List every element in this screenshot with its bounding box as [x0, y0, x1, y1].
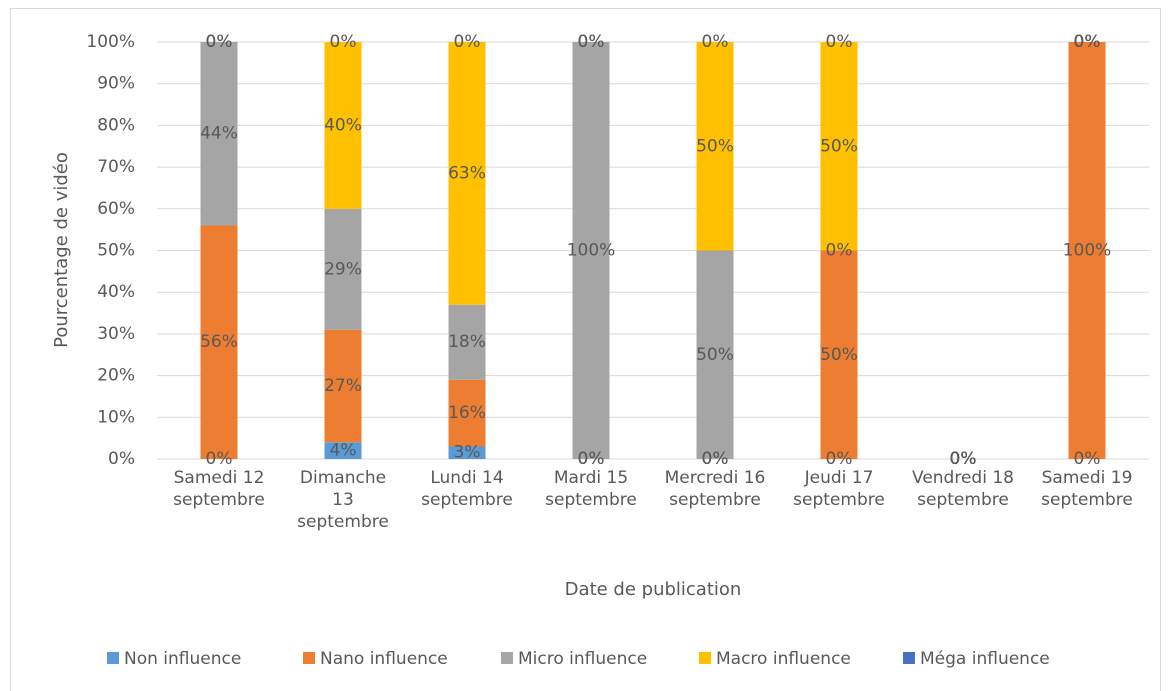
legend-swatch [107, 652, 119, 664]
data-label: 0% [1074, 32, 1101, 52]
data-label: 0% [578, 32, 605, 52]
data-label: 0% [826, 32, 853, 52]
data-label: 50% [696, 345, 734, 365]
bar-segment [324, 442, 362, 459]
data-label: 0% [1074, 32, 1101, 52]
data-label: 50% [820, 345, 858, 365]
x-tick-label: Jeudi 17 septembre [793, 468, 885, 510]
data-label: 100% [567, 241, 616, 261]
bar-segment [820, 250, 858, 459]
legend-label: Micro influence [518, 649, 647, 669]
bar-segment [820, 42, 858, 251]
data-label: 0% [826, 241, 853, 261]
x-tick-label: Mardi 15 septembre [545, 468, 637, 510]
x-tick-label: Vendredi 18 septembre [912, 468, 1014, 510]
data-label: 0% [454, 32, 481, 52]
data-label: 0% [950, 449, 977, 469]
data-label: 56% [200, 332, 238, 352]
data-label: 100% [1063, 241, 1112, 261]
bar-segment [448, 446, 486, 459]
legend-label: Nano influence [320, 649, 448, 669]
data-label: 0% [578, 449, 605, 469]
y-tick-label: 10% [97, 407, 135, 427]
data-label: 0% [1074, 32, 1101, 52]
data-label: 40% [324, 115, 362, 135]
data-label: 50% [696, 136, 734, 156]
y-tick-label: 30% [97, 324, 135, 344]
bar-segment [448, 304, 486, 380]
data-label: 27% [324, 376, 362, 396]
legend-label: Méga influence [920, 649, 1050, 669]
y-tick-label: 0% [108, 449, 135, 469]
x-axis-title: Date de publication [565, 579, 742, 600]
data-label: 0% [330, 32, 357, 52]
bar-segment [200, 225, 238, 459]
data-label: 0% [578, 32, 605, 52]
bar-segment [696, 42, 734, 251]
legend-swatch [303, 652, 315, 664]
data-label: 0% [950, 449, 977, 469]
data-label: 0% [702, 449, 729, 469]
y-tick-label: 50% [97, 241, 135, 261]
data-label: 3% [454, 443, 481, 463]
data-label: 29% [324, 259, 362, 279]
y-axis-title: Pourcentage de vidéo [51, 152, 72, 348]
x-tick-label: Lundi 14 septembre [421, 468, 513, 510]
data-label: 0% [702, 449, 729, 469]
bar-segment [324, 329, 362, 443]
bar-segment [324, 42, 362, 209]
data-label: 0% [826, 449, 853, 469]
y-tick-label: 40% [97, 282, 135, 302]
data-label: 44% [200, 124, 238, 144]
data-label: 0% [950, 449, 977, 469]
data-label: 18% [448, 332, 486, 352]
data-label: 0% [206, 32, 233, 52]
bar-segment [200, 42, 238, 226]
y-tick-label: 80% [97, 115, 135, 135]
data-label: 0% [950, 449, 977, 469]
y-tick-label: 70% [97, 157, 135, 177]
legend-swatch [699, 652, 711, 664]
bar-segment [572, 42, 610, 459]
x-tick-label: Mercredi 16 septembre [664, 468, 766, 510]
data-label: 0% [206, 32, 233, 52]
y-tick-label: 20% [97, 366, 135, 386]
bar-segment [696, 250, 734, 459]
legend-swatch [501, 652, 513, 664]
bar-segment [1068, 42, 1106, 459]
data-label: 50% [820, 136, 858, 156]
data-label: 63% [448, 163, 486, 183]
data-label: 0% [702, 32, 729, 52]
bar-segment [324, 208, 362, 330]
y-tick-label: 60% [97, 199, 135, 219]
y-tick-label: 90% [97, 74, 135, 94]
data-label: 0% [206, 449, 233, 469]
x-tick-label: Samedi 12 septembre [173, 468, 265, 510]
data-label: 0% [950, 449, 977, 469]
data-label: 0% [1074, 449, 1101, 469]
x-tick-label: Dimanche 13 septembre [297, 468, 389, 532]
legend-swatch [903, 652, 915, 664]
y-tick-label: 100% [86, 32, 135, 52]
x-tick-label: Samedi 19 septembre [1041, 468, 1133, 510]
data-label: 0% [578, 449, 605, 469]
bar-segment [448, 379, 486, 447]
legend-label: Macro influence [716, 649, 851, 669]
data-label: 4% [330, 441, 357, 461]
legend-label: Non influence [124, 649, 241, 669]
bar-segment [448, 42, 486, 305]
data-label: 16% [448, 403, 486, 423]
chart-border [10, 8, 1161, 691]
